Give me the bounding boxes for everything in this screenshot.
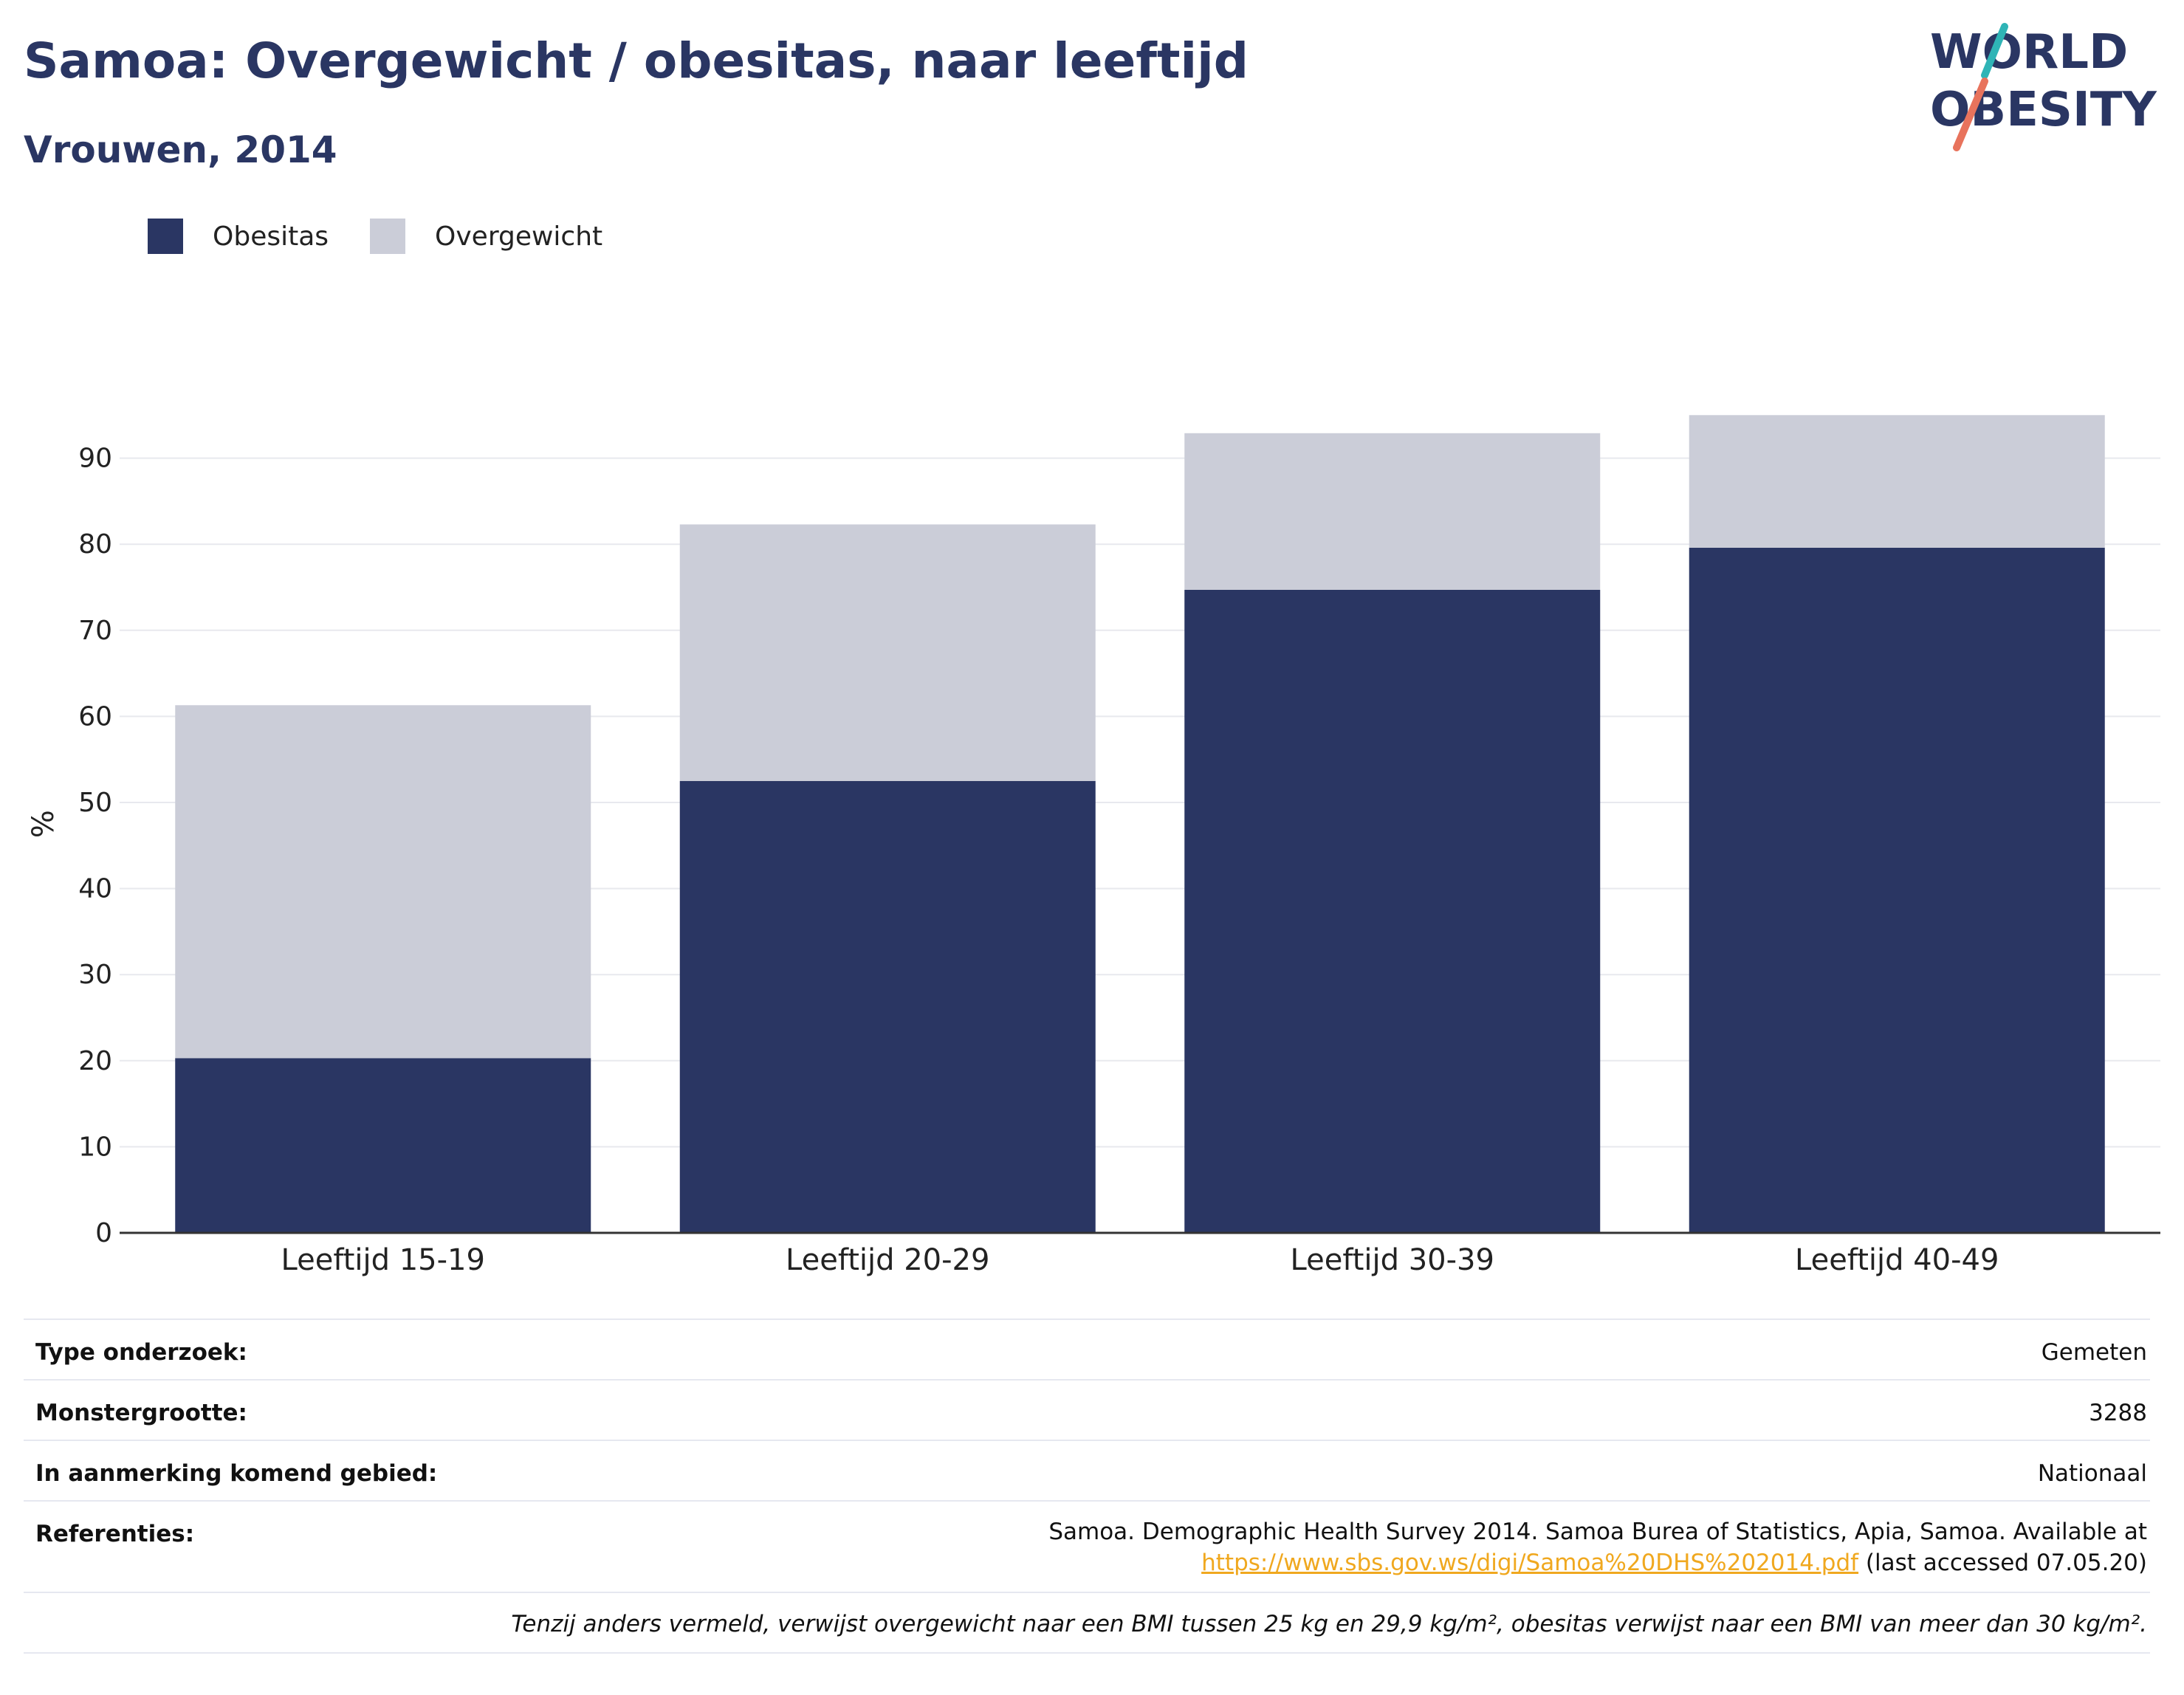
y-tick-label: 60 bbox=[78, 701, 112, 732]
bar-obesitas bbox=[679, 780, 1096, 1233]
bar-overgewicht bbox=[1184, 433, 1601, 590]
meta-value: 3288 bbox=[2089, 1400, 2147, 1426]
meta-label: Referenties: bbox=[35, 1521, 195, 1547]
legend-label-obesitas: Obesitas bbox=[213, 221, 329, 252]
x-axis-categories: Leeftijd 15-19 Leeftijd 20-29 Leeftijd 30-… bbox=[281, 1243, 1999, 1277]
y-tick-label: 20 bbox=[78, 1046, 112, 1076]
reference-link[interactable]: https://www.sbs.gov.ws/digi/Samoa%20DHS%… bbox=[1201, 1550, 1859, 1576]
metadata-table: Type onderzoek: Gemeten Monstergrootte: … bbox=[24, 1318, 2150, 1654]
y-axis-ticks: 0 10 20 30 40 50 60 70 80 90 bbox=[78, 444, 112, 1248]
meta-row-sample-size: Monstergrootte: 3288 bbox=[24, 1379, 2150, 1440]
meta-label: Monstergrootte: bbox=[35, 1400, 247, 1426]
y-tick-label: 80 bbox=[78, 529, 112, 560]
meta-row-references: Referenties: Samoa. Demographic Health S… bbox=[24, 1500, 2150, 1592]
x-category-label: Leeftijd 20-29 bbox=[786, 1243, 989, 1277]
meta-row-survey-type: Type onderzoek: Gemeten bbox=[24, 1318, 2150, 1379]
legend-item-obesitas[interactable]: Obesitas bbox=[148, 219, 329, 254]
bar-obesitas bbox=[1184, 589, 1601, 1233]
y-axis-title: % bbox=[27, 810, 61, 838]
y-tick-label: 40 bbox=[78, 874, 112, 904]
legend-swatch-obesitas bbox=[148, 219, 183, 254]
y-tick-label: 0 bbox=[95, 1218, 112, 1248]
x-category-label: Leeftijd 15-19 bbox=[281, 1243, 485, 1277]
x-category-label: Leeftijd 40-49 bbox=[1795, 1243, 1999, 1277]
world-obesity-logo: WORLD OBESITY bbox=[1930, 23, 2157, 151]
y-tick-label: 70 bbox=[78, 616, 112, 646]
bar-obesitas bbox=[1689, 547, 2105, 1233]
y-tick-label: 30 bbox=[78, 960, 112, 990]
reference-accessed: (last accessed 07.05.20) bbox=[1858, 1550, 2147, 1576]
reference-text: Samoa. Demographic Health Survey 2014. S… bbox=[1048, 1519, 2147, 1545]
x-category-label: Leeftijd 30-39 bbox=[1291, 1243, 1494, 1277]
meta-value: Nationaal bbox=[2037, 1460, 2147, 1487]
legend-label-overgewicht: Overgewicht bbox=[435, 221, 603, 252]
y-tick-label: 90 bbox=[78, 444, 112, 474]
meta-label: In aanmerking komend gebied: bbox=[35, 1460, 438, 1487]
bar-overgewicht bbox=[1689, 415, 2105, 548]
chart-title: Samoa: Overgewicht / obesitas, naar leef… bbox=[24, 32, 1249, 89]
bars bbox=[175, 415, 2105, 1233]
meta-row-area: In aanmerking komend gebied: Nationaal bbox=[24, 1440, 2150, 1500]
bar-overgewicht bbox=[175, 705, 591, 1059]
legend-item-overgewicht[interactable]: Overgewicht bbox=[370, 219, 602, 254]
legend: Obesitas Overgewicht bbox=[148, 219, 644, 254]
footnote: Tenzij anders vermeld, verwijst overgewi… bbox=[24, 1592, 2150, 1654]
meta-value: Gemeten bbox=[2041, 1339, 2147, 1366]
logo-slash-top bbox=[1981, 23, 2008, 79]
y-tick-label: 50 bbox=[78, 788, 112, 818]
logo-line1: WORLD bbox=[1930, 25, 2128, 80]
logo-slash-bottom bbox=[1953, 78, 1988, 151]
y-tick-label: 10 bbox=[78, 1132, 112, 1162]
bar-overgewicht bbox=[679, 524, 1096, 781]
bar-obesitas bbox=[175, 1058, 591, 1233]
chart-subtitle: Vrouwen, 2014 bbox=[24, 128, 337, 171]
legend-swatch-overgewicht bbox=[370, 219, 406, 254]
meta-value-references: Samoa. Demographic Health Survey 2014. S… bbox=[1048, 1516, 2150, 1592]
meta-label: Type onderzoek: bbox=[35, 1339, 247, 1366]
